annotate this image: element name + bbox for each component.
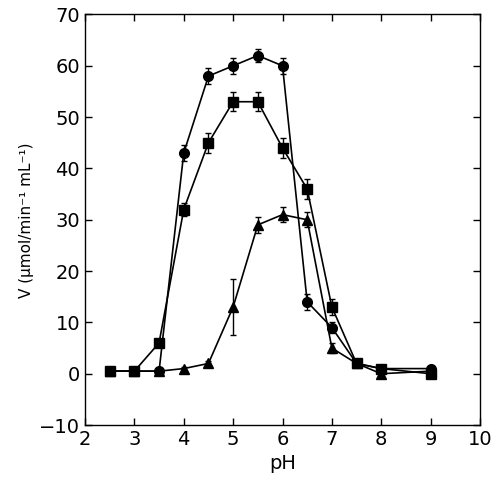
X-axis label: pH: pH — [269, 455, 296, 473]
Y-axis label: V (μmol/min⁻¹ mL⁻¹): V (μmol/min⁻¹ mL⁻¹) — [18, 142, 34, 298]
